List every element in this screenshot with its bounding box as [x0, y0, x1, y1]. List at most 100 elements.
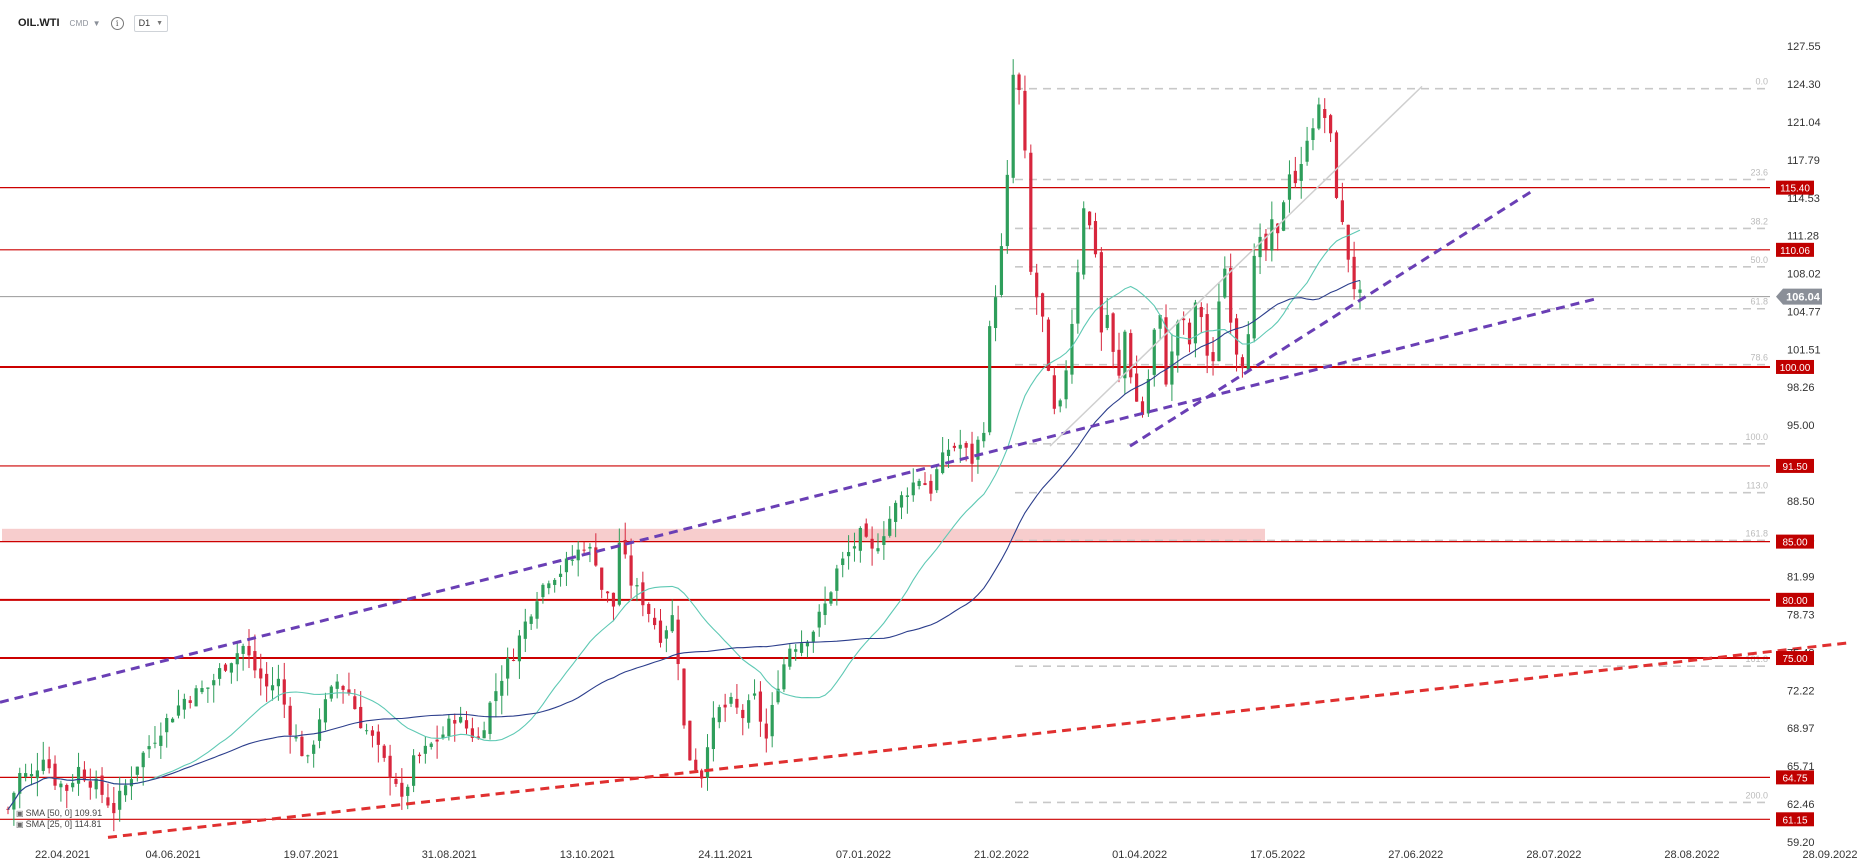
y-tick-label-1: 124.30: [1787, 79, 1821, 91]
candle-body: [453, 720, 457, 724]
candle-body: [547, 583, 551, 589]
candle-body: [188, 700, 192, 703]
candle-body: [223, 664, 228, 671]
candle-body: [265, 673, 269, 687]
candle-body: [1046, 319, 1051, 371]
candle-body: [523, 621, 527, 639]
y-tick-label-6: 108.02: [1787, 269, 1821, 281]
sma50-line: [7, 279, 1361, 810]
candle-body: [664, 630, 668, 639]
candle-body: [100, 775, 104, 795]
candle-body: [982, 432, 986, 442]
candle-body: [500, 680, 504, 696]
y-tick-label-15: 78.73: [1787, 610, 1815, 622]
candle-body: [412, 755, 416, 786]
info-icon[interactable]: i: [110, 16, 124, 30]
candle-body: [782, 664, 786, 690]
candle-body: [359, 706, 363, 729]
fib-label-7: 113.0: [1746, 481, 1768, 491]
candle-body: [335, 681, 339, 689]
candle-body: [229, 663, 233, 673]
candle-body: [1176, 321, 1180, 356]
level-badge-label-4: 85.00: [1782, 538, 1807, 549]
level-badge-label-2: 100.00: [1780, 363, 1811, 374]
candle-body: [1158, 314, 1162, 329]
level-badge-7: [1776, 770, 1814, 785]
candle-body: [423, 745, 427, 754]
x-tick-label-0: 22.04.2021: [35, 849, 90, 861]
eye-icon[interactable]: ▣: [16, 820, 24, 829]
candle-body: [165, 718, 169, 733]
candle-body: [1023, 90, 1027, 151]
level-badge-5: [1776, 592, 1814, 607]
candle-body: [911, 482, 915, 496]
chevron-down-icon[interactable]: ▼: [92, 18, 101, 28]
x-tick-label-11: 28.07.2022: [1526, 849, 1581, 861]
candle-body: [864, 523, 868, 537]
candle-body: [1088, 211, 1092, 226]
level-badge-6: [1776, 651, 1814, 666]
candle-body: [88, 781, 92, 788]
candle-body: [1058, 400, 1062, 407]
eye-icon[interactable]: ▣: [16, 809, 24, 818]
candle-body: [1129, 333, 1133, 378]
x-tick-label-3: 31.08.2021: [422, 849, 477, 861]
sma25-line: [7, 229, 1361, 810]
y-tick-label-14: 81.99: [1787, 572, 1815, 584]
y-tick-label-3: 117.79: [1787, 155, 1820, 167]
candle-body: [870, 538, 874, 549]
level-badge-0: [1776, 180, 1814, 195]
candle-body: [741, 709, 745, 719]
candle-body: [1311, 128, 1315, 141]
timeframe-select[interactable]: D1 ▼: [133, 14, 169, 32]
candle-body: [135, 766, 139, 775]
candle-body: [194, 688, 198, 707]
sma25-legend: SMA [25, 0] 114.81: [25, 819, 102, 829]
candle-body: [370, 730, 375, 736]
candle-body: [511, 659, 516, 661]
candle-body: [112, 802, 116, 814]
candle-body: [993, 297, 998, 329]
x-tick-label-2: 19.07.2021: [284, 849, 339, 861]
candle-body: [1352, 256, 1356, 290]
candle-body: [106, 797, 110, 806]
candle-body: [988, 326, 992, 433]
fib-label-4: 61.8: [1750, 297, 1768, 307]
candle-body: [141, 752, 145, 768]
candle-body: [476, 736, 480, 739]
candle-body: [312, 744, 316, 754]
fib-label-10: 200.0: [1745, 790, 1768, 800]
y-tick-label-2: 121.04: [1787, 117, 1821, 129]
candle-body: [923, 483, 927, 486]
y-tick-label-18: 68.97: [1787, 723, 1815, 735]
candle-body: [976, 439, 980, 460]
candle-body: [723, 704, 727, 708]
candle-body: [218, 668, 222, 679]
candle-body: [1199, 307, 1203, 318]
candle-body: [858, 527, 862, 551]
candle-body: [470, 728, 474, 738]
candle-body: [1276, 223, 1280, 234]
x-tick-label-8: 01.04.2022: [1112, 849, 1167, 861]
candle-body: [459, 716, 463, 723]
candle-body: [570, 559, 574, 561]
fib-label-6: 100.0: [1745, 432, 1768, 442]
candle-body: [35, 770, 39, 779]
candle-body: [1064, 370, 1068, 400]
candle-body: [394, 778, 398, 784]
candle-body: [1270, 219, 1274, 251]
candle-body: [406, 786, 410, 796]
candle-body: [364, 730, 369, 732]
candle-body: [694, 759, 698, 771]
candle-body: [1035, 272, 1039, 298]
candle-body: [517, 635, 522, 662]
candle-body: [1299, 163, 1303, 181]
candle-body: [65, 784, 69, 791]
candle-body: [76, 766, 81, 784]
candle-body: [47, 759, 51, 769]
candle-body: [176, 705, 181, 716]
symbol-label[interactable]: OIL.WTI: [18, 17, 60, 29]
x-tick-label-12: 28.08.2022: [1664, 849, 1719, 861]
